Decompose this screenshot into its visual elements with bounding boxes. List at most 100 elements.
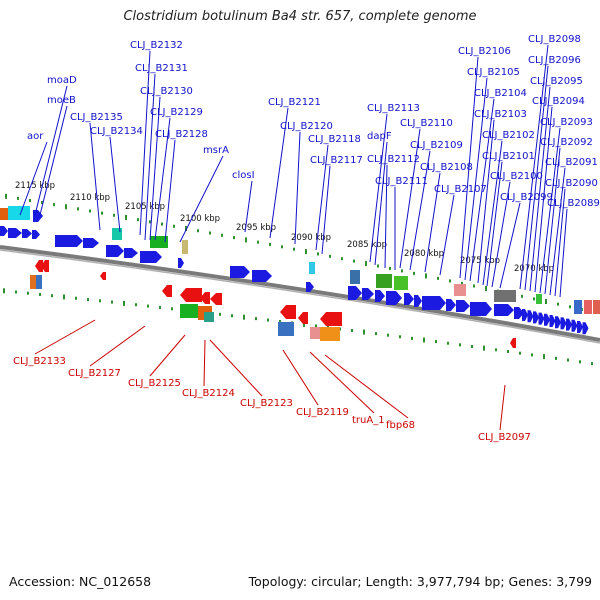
gene-block bbox=[376, 274, 392, 288]
forward-gene-label: CLJ_B2130 bbox=[140, 86, 193, 97]
gene-block bbox=[320, 327, 340, 341]
tick-mark bbox=[495, 348, 497, 352]
forward-gene-label: CLJ_B2102 bbox=[482, 130, 535, 141]
tick-mark bbox=[75, 296, 77, 300]
tick-mark bbox=[461, 281, 463, 285]
leader-line bbox=[499, 384, 506, 431]
map-title: Clostridium botulinum Ba4 str. 657, comp… bbox=[123, 9, 477, 24]
leader-line bbox=[554, 188, 566, 297]
genome-backbone bbox=[0, 245, 600, 342]
tick-mark bbox=[113, 213, 115, 217]
kbp-label: 2110 kbp bbox=[70, 193, 110, 203]
kbp-label: 2090 kbp bbox=[291, 233, 331, 243]
leader-line bbox=[409, 150, 431, 271]
gene-arrow bbox=[577, 321, 583, 333]
gene-arrow bbox=[456, 300, 470, 312]
forward-gene-label: CLJ_B2095 bbox=[530, 76, 583, 87]
tick-mark bbox=[63, 294, 65, 300]
gene-arrow bbox=[83, 238, 99, 248]
tick-mark bbox=[233, 236, 235, 240]
tick-mark bbox=[15, 290, 17, 294]
gene-arrow bbox=[100, 272, 106, 280]
kbp-label: 2070 kbp bbox=[514, 264, 554, 274]
tick-mark bbox=[329, 254, 331, 258]
gene-block bbox=[30, 275, 36, 289]
leader-line bbox=[459, 56, 479, 279]
forward-gene-label: CLJ_B2128 bbox=[155, 129, 208, 140]
tick-mark bbox=[413, 271, 415, 275]
tick-mark bbox=[569, 305, 571, 309]
leader-line bbox=[519, 44, 549, 290]
tick-mark bbox=[5, 193, 7, 199]
kbp-label: 2100 kbp bbox=[180, 214, 220, 224]
gene-block bbox=[350, 270, 360, 284]
gene-block bbox=[494, 290, 516, 302]
genome-backbone-shade bbox=[0, 249, 600, 344]
tick-mark bbox=[279, 320, 281, 324]
kbp-label: 2085 kbp bbox=[347, 240, 387, 250]
gene-arrow bbox=[494, 304, 514, 316]
reverse-gene-label: truA_1 bbox=[352, 415, 385, 426]
leader-line bbox=[539, 127, 561, 294]
forward-gene-label: moeB bbox=[47, 95, 76, 106]
gene-arrow bbox=[533, 311, 539, 324]
kbp-label: 2080 kbp bbox=[404, 249, 444, 259]
reverse-gene-label: CLJ_B2119 bbox=[296, 407, 349, 418]
forward-gene-label: CLJ_B2104 bbox=[474, 88, 527, 99]
forward-gene-label: dapF bbox=[367, 131, 392, 142]
forward-gene-label: CLJ_B2090 bbox=[545, 178, 598, 189]
leader-line bbox=[439, 194, 455, 276]
gene-arrow bbox=[514, 307, 524, 319]
tick-mark bbox=[149, 220, 151, 224]
leader-line bbox=[477, 119, 495, 284]
reverse-gene-label: CLJ_B2127 bbox=[68, 368, 121, 379]
forward-gene-label: CLJ_B2094 bbox=[532, 96, 585, 107]
tick-mark bbox=[173, 224, 175, 228]
tick-mark bbox=[65, 204, 67, 210]
leader-line bbox=[89, 122, 101, 231]
tick-mark bbox=[77, 207, 79, 211]
reverse-gene-label: CLJ_B2124 bbox=[182, 388, 235, 399]
gene-arrow bbox=[306, 282, 314, 292]
tick-mark bbox=[555, 356, 557, 360]
tick-mark bbox=[29, 198, 31, 202]
leader-line bbox=[315, 144, 329, 251]
tick-mark bbox=[269, 242, 271, 246]
leader-line bbox=[154, 117, 171, 241]
tick-mark bbox=[89, 209, 91, 213]
forward-gene-label: CLJ_B2103 bbox=[474, 109, 527, 120]
gene-arrow bbox=[320, 312, 342, 326]
gene-arrow bbox=[22, 229, 32, 238]
gene-arrow bbox=[560, 317, 567, 330]
gene-block bbox=[584, 300, 592, 314]
forward-gene-label: CLJ_B2108 bbox=[420, 162, 473, 173]
gene-arrow bbox=[41, 260, 49, 272]
tick-mark bbox=[399, 335, 401, 339]
forward-gene-label: CLJ_B2121 bbox=[268, 97, 321, 108]
forward-gene-label: CLJ_B2105 bbox=[467, 67, 520, 78]
leader-line bbox=[529, 86, 551, 292]
gene-block bbox=[180, 304, 198, 318]
tick-mark bbox=[123, 300, 125, 306]
gene-arrow bbox=[178, 258, 184, 268]
forward-gene-label: CLJ_B2120 bbox=[280, 121, 333, 132]
genome-info-text: Topology: circular; Length: 3,977,794 bp… bbox=[248, 574, 592, 589]
gene-arrow bbox=[510, 338, 516, 348]
tick-mark bbox=[425, 273, 427, 279]
leader-line bbox=[203, 339, 206, 387]
gene-arrow bbox=[446, 299, 456, 311]
kbp-label: 2105 kbp bbox=[125, 202, 165, 212]
reverse-gene-label: CLJ_B2097 bbox=[478, 432, 531, 443]
gene-arrow bbox=[106, 245, 124, 257]
tick-mark bbox=[243, 314, 245, 320]
tick-mark bbox=[221, 233, 223, 237]
gene-arrow bbox=[544, 313, 550, 326]
forward-gene-label: CLJ_B2089 bbox=[547, 198, 600, 209]
kbp-label: 2095 kbp bbox=[236, 223, 276, 233]
tick-mark bbox=[387, 333, 389, 337]
gene-arrow bbox=[124, 248, 138, 258]
gene-arrow bbox=[549, 315, 556, 327]
forward-gene-label: CLJ_B2096 bbox=[528, 55, 581, 66]
reverse-gene-label: CLJ_B2133 bbox=[13, 356, 66, 367]
